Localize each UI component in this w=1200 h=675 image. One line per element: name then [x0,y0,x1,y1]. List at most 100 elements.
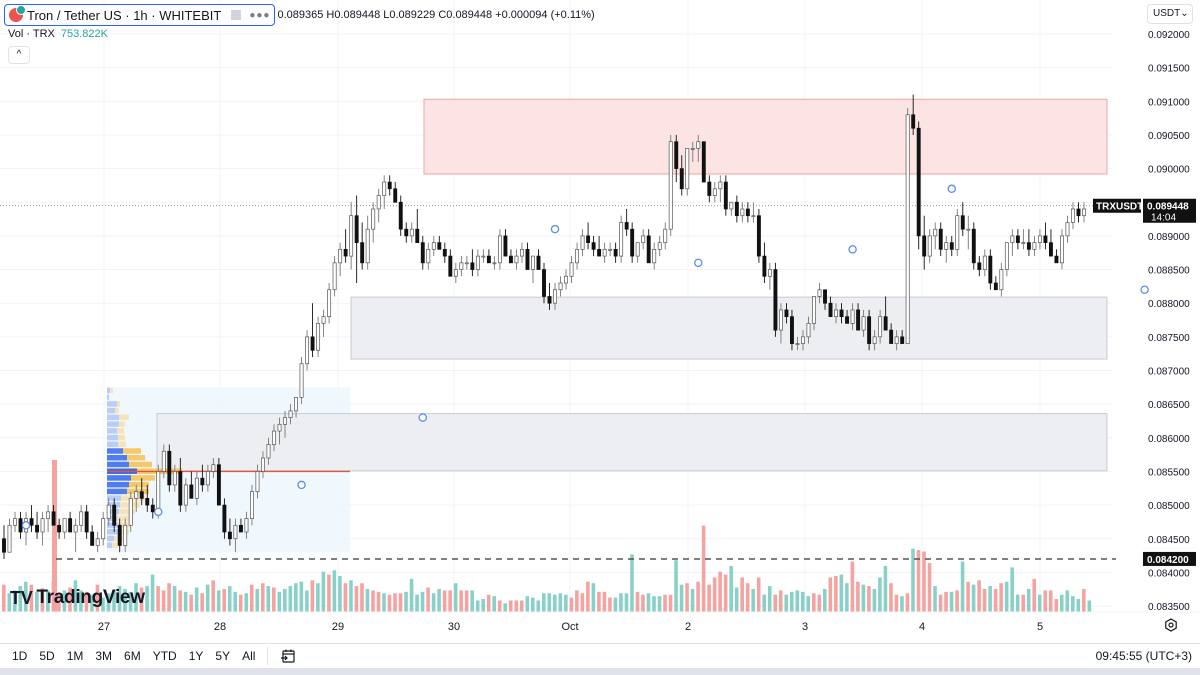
candle-down [624,222,629,230]
currency-selector[interactable]: USDT ⌄ [1147,4,1193,24]
candle-down [470,262,475,270]
range-5d-button[interactable]: 5D [39,648,55,663]
range-3m-button[interactable]: 3M [95,648,113,663]
timezone-clock[interactable]: 09:45:55 (UTC+3) [1095,649,1192,663]
volume-bar [7,593,12,612]
range-6m-button[interactable]: 6M [124,648,141,663]
candle-down [1048,242,1053,257]
volume-bar [806,596,811,612]
volume-bar [106,593,111,612]
volume-bar [718,571,722,612]
volume-profile-sell [127,454,145,461]
volume-bar [586,581,590,612]
range-1m-button[interactable]: 1M [66,648,84,663]
candle-up [685,148,690,190]
candle-down [723,181,728,210]
range-1d-button[interactable]: 1D [12,648,28,663]
price-axis-label: 0.084000 [1148,568,1190,579]
range-all-button[interactable]: All [242,648,256,663]
candle-down [525,249,530,270]
collapse-legend-button[interactable]: ^ [8,46,30,64]
range-ytd-button[interactable]: YTD [152,648,177,663]
chart-settings-icon[interactable] [1164,618,1178,632]
volume-bar [349,580,353,612]
volume-profile-buy [107,414,119,421]
candle-up [183,484,188,506]
candle-up [1060,235,1064,264]
candle-up [233,524,238,540]
last-price-tag [1143,198,1196,223]
candle-down [508,255,513,264]
volume-profile-buy [107,407,115,414]
volume-bar [172,586,177,612]
volume-bar [960,561,965,612]
candle-down [883,316,888,331]
candle-up [250,491,254,519]
candle-up [95,538,100,546]
candle-down [68,518,73,533]
volume-bar [988,586,992,612]
volume-bar [977,580,981,612]
price-axis-label: 0.086000 [1148,434,1190,445]
flag-icon[interactable] [231,10,242,20]
signal-marker [21,521,31,530]
volume-bar [266,586,271,612]
candle-up [73,524,78,533]
more-options-icon[interactable]: ●●● [249,9,271,21]
candle-up [861,316,866,331]
candle-down [354,215,359,243]
candle-up [376,195,381,210]
volume-bar [784,594,789,612]
candle-down [112,504,117,526]
candle-down [762,255,767,277]
candle-down [586,235,591,243]
volume-profile-sell [115,407,119,414]
volume-bar [189,594,193,612]
candle-up [492,262,497,265]
volume-bar [497,600,502,612]
candle-up [668,141,673,230]
range-5y-button[interactable]: 5Y [215,648,231,663]
volume-bar [812,593,816,612]
volume-bar [365,588,370,612]
tradingview-logo[interactable]: TV TradingView [10,587,145,609]
symbol-selector[interactable]: Tron / Tether US · 1h · WHITEBIT ●●● [4,4,276,26]
volume-value: 753.822K [60,28,108,40]
price-axis-label: 0.083500 [1148,602,1190,613]
candle-down [938,228,943,250]
volume-profile-sell [118,441,126,448]
volume-bar [558,593,563,612]
volume-bar [371,590,375,612]
volume-legend: Vol · TRX 753.822K [8,28,108,40]
candle-up [255,471,260,492]
candle-down [597,249,602,257]
volume-bar [448,590,452,612]
candle-up [955,215,960,250]
candle-up [1004,242,1009,270]
volume-bar [13,590,17,612]
candle-up [641,235,646,243]
go-to-date-calendar-icon[interactable] [280,648,296,664]
support-zone-upper [350,296,1108,360]
volume-bar [911,548,915,612]
footer-strip [0,668,1200,675]
volume-bar [150,574,155,612]
candle-up [718,181,723,190]
candle-up [244,518,249,533]
candle-up [999,269,1004,291]
candle-up [878,316,883,338]
candle-down [178,471,183,506]
volume-bar [327,574,331,612]
volume-bar [536,600,541,612]
volume-bar [139,587,144,612]
candle-up [817,289,822,297]
candle-up [288,410,293,418]
candle-down [916,127,921,237]
candle-up [266,444,271,459]
volume-bar [84,591,89,612]
volume-bar [828,577,833,612]
range-1y-button[interactable]: 1Y [188,648,204,663]
volume-bar [569,597,574,612]
volume-profile-sell [110,387,113,394]
